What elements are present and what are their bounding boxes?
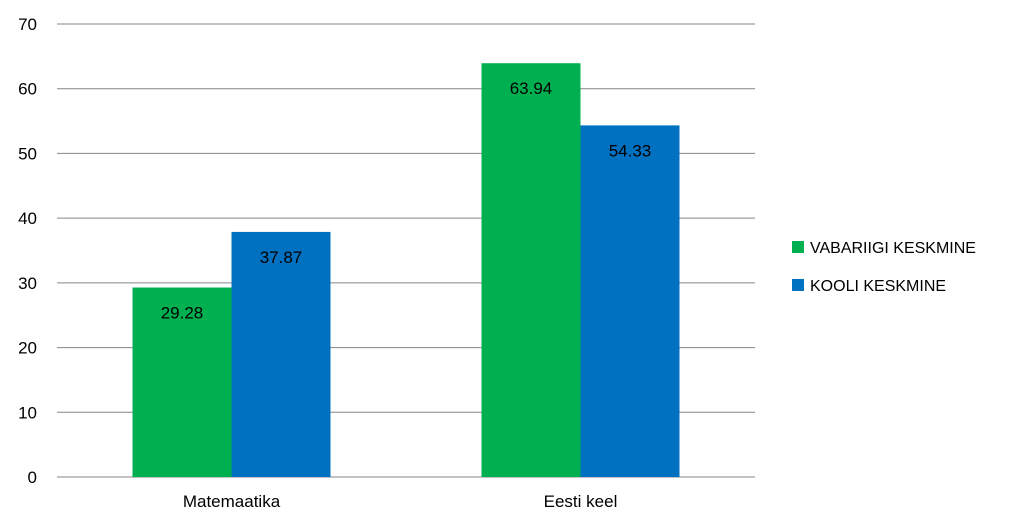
bar-vabariigi-0 [132,287,232,477]
data-labels: 29.28 37.87 63.94 54.33 [161,79,652,322]
bar-kooli-1 [580,125,680,477]
legend-label: VABARIIGI KESKMINE [810,240,976,257]
legend: VABARIIGI KESKMINE KOOLI KESKMINE [792,240,976,295]
y-tick-label: 30 [18,274,37,293]
category-label: Eesti keel [544,492,618,511]
data-label: 37.87 [260,248,303,267]
legend-label: KOOLI KESKMINE [810,278,946,295]
bar-kooli-0 [231,231,331,477]
y-tick-label: 70 [18,15,37,34]
data-label: 29.28 [161,304,204,323]
bar-vabariigi-1 [481,63,581,477]
category-label: Matemaatika [183,492,281,511]
legend-swatch [792,279,804,291]
data-label: 63.94 [510,79,553,98]
bars [132,63,680,477]
y-tick-label: 0 [28,468,37,487]
y-axis-tick-labels: 0 10 20 30 40 50 60 70 [18,15,37,487]
legend-swatch [792,241,804,253]
y-tick-label: 40 [18,209,37,228]
y-tick-label: 50 [18,144,37,163]
y-tick-label: 20 [18,339,37,358]
y-tick-label: 60 [18,80,37,99]
y-tick-label: 10 [18,403,37,422]
data-label: 54.33 [609,141,652,160]
x-axis-category-labels: Matemaatika Eesti keel [183,492,618,511]
